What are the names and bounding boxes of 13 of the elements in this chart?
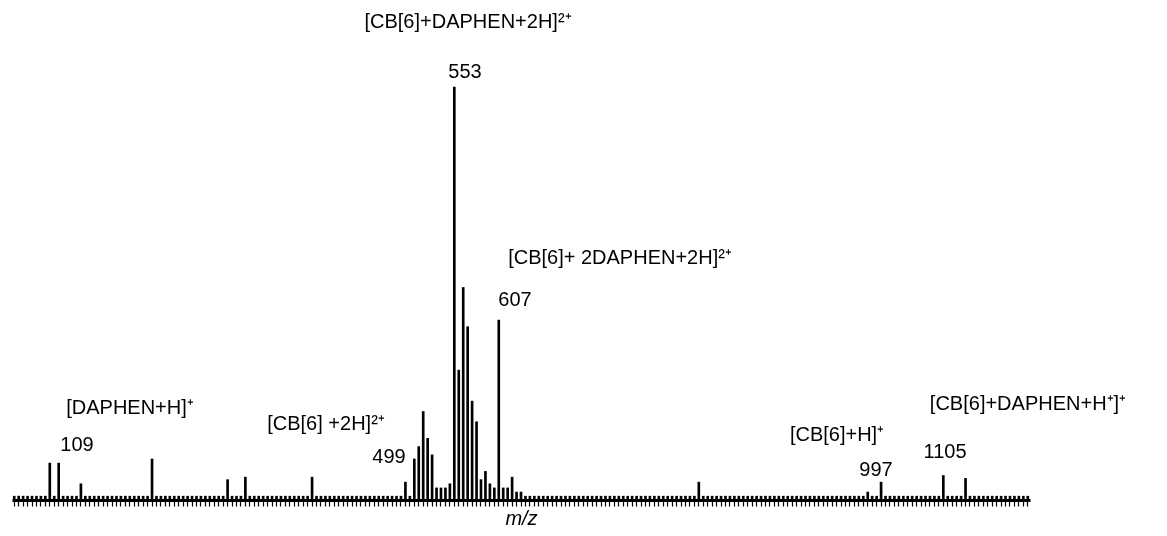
annotation: [CB[6]+ 2DAPHEN+2H]²⁺ <box>508 246 732 268</box>
annotation: 997 <box>859 458 893 480</box>
annotation: 1105 <box>923 440 967 462</box>
annotation: [CB[6] +2H]²⁺ <box>267 412 385 434</box>
annotation: [CB[6]+DAPHEN+H⁺]⁺ <box>929 392 1127 414</box>
annotation: 607 <box>498 288 532 310</box>
annotation: [CB[6]+H]⁺ <box>789 423 885 445</box>
annotation: 499 <box>372 445 406 467</box>
x-axis-title: m/z <box>505 507 538 530</box>
text: 553 <box>448 60 482 82</box>
annotation: [DAPHEN+H]⁺ <box>66 396 194 418</box>
annotation: 109 <box>60 433 94 455</box>
text: [CB[6]+DAPHEN+2H]²⁺ <box>364 10 572 32</box>
